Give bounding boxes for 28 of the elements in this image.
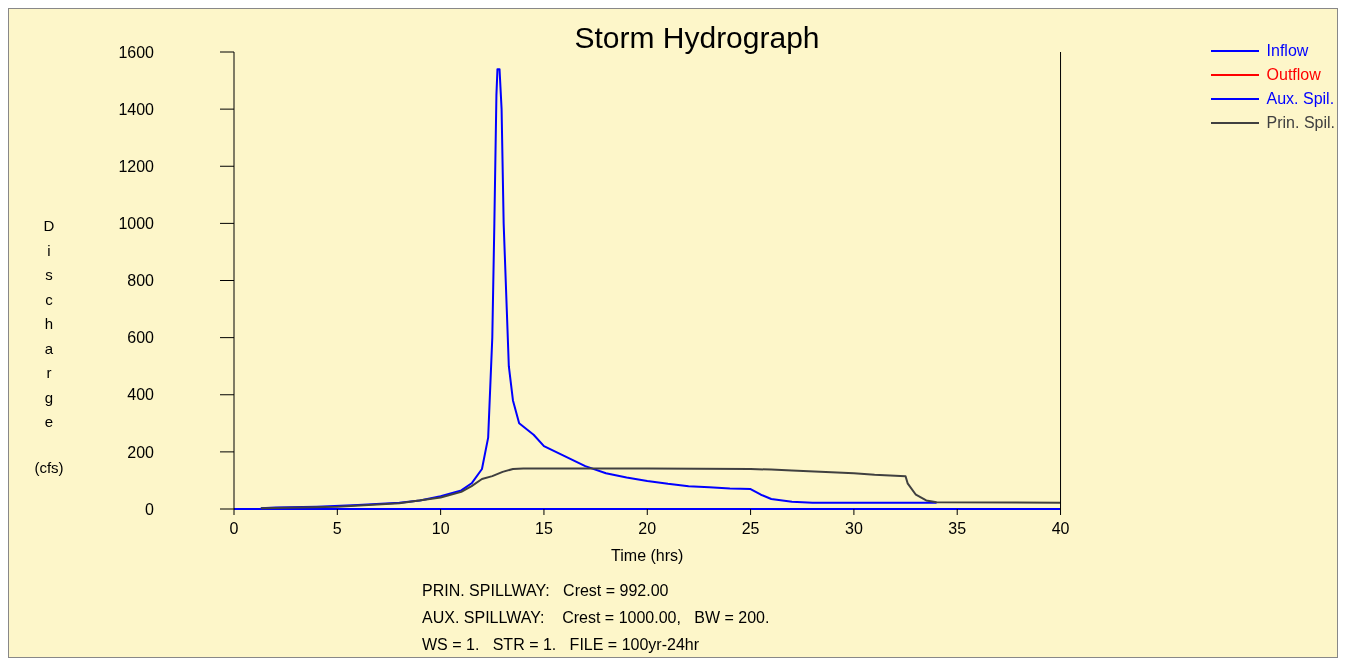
x-tick-label: 20 — [638, 520, 657, 538]
x-axis-title: Time (hrs) — [611, 547, 684, 564]
y-tick-label: 600 — [127, 329, 155, 347]
x-tick-label: 35 — [948, 520, 967, 538]
text: AUX. SPILLWAY: Crest = 1000.00, BW = 200. — [422, 608, 770, 628]
text: WS = 1. STR = 1. FILE = 100yr-24hr — [422, 635, 700, 655]
legend-label: Inflow — [1266, 41, 1309, 61]
y-tick-label: 1600 — [118, 43, 155, 61]
y-tick-label: 200 — [127, 443, 155, 461]
text: Discharge (cfs) — [34, 217, 64, 476]
legend-label: Aux. Spil. — [1266, 89, 1335, 109]
x-tick-label: 30 — [845, 520, 863, 538]
x-tick-label: 0 — [229, 520, 239, 538]
x-tick-label: 10 — [431, 520, 450, 538]
text: PRIN. SPILLWAY: Crest = 992.00 — [422, 581, 670, 601]
y-tick-label: 0 — [145, 500, 155, 518]
x-tick-label: 40 — [1051, 520, 1070, 538]
y-tick-label: 1000 — [118, 215, 155, 233]
x-tick-label: 5 — [332, 520, 342, 538]
y-tick-label: 1200 — [118, 157, 155, 175]
legend-label: Outflow — [1266, 65, 1321, 85]
x-tick-label: 15 — [535, 520, 553, 538]
y-tick-label: 800 — [127, 272, 155, 290]
x-tick-label: 25 — [741, 520, 760, 538]
y-tick-label: 400 — [127, 386, 155, 404]
legend-label: Prin. Spil. — [1266, 113, 1335, 133]
y-tick-label: 1400 — [118, 100, 155, 118]
chart-title: Storm Hydrograph — [574, 21, 820, 54]
